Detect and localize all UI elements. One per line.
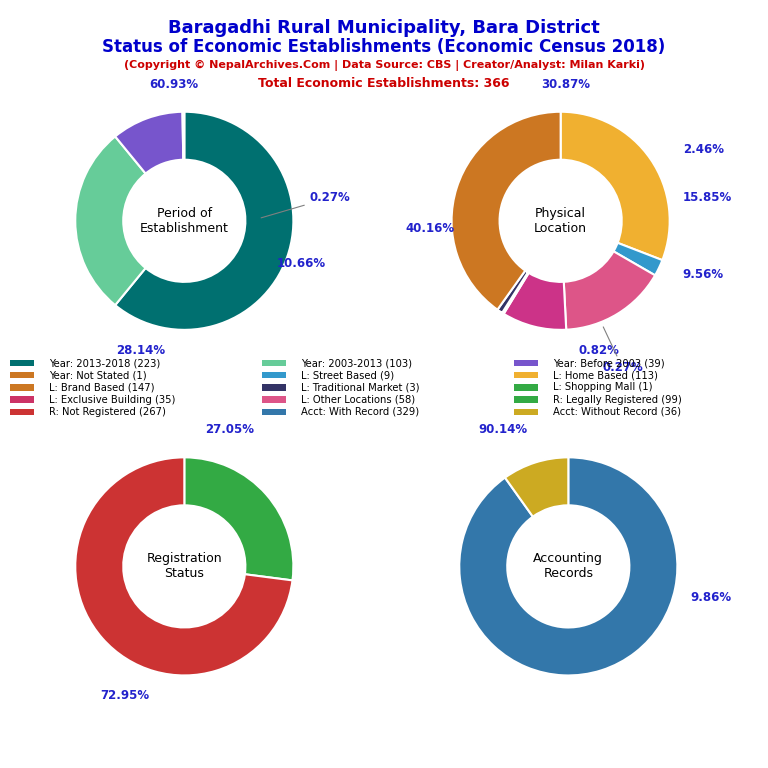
Text: Year: 2013-2018 (223): Year: 2013-2018 (223) [49,358,161,368]
Text: L: Exclusive Building (35): L: Exclusive Building (35) [49,395,175,405]
Text: Acct: With Record (329): Acct: With Record (329) [301,407,419,417]
Text: Total Economic Establishments: 366: Total Economic Establishments: 366 [258,77,510,90]
Bar [263,384,286,391]
Bar [263,409,286,415]
Bar [10,384,34,391]
Bar [10,372,34,379]
Text: 0.27%: 0.27% [261,191,350,218]
Text: L: Shopping Mall (1): L: Shopping Mall (1) [553,382,653,392]
Bar [515,372,538,379]
Text: 9.56%: 9.56% [683,267,724,280]
Wedge shape [184,458,293,581]
Bar [10,409,34,415]
Text: L: Home Based (113): L: Home Based (113) [553,370,658,380]
Bar [515,384,538,391]
Text: 2.46%: 2.46% [683,143,723,156]
Text: 60.93%: 60.93% [149,78,198,91]
Text: 28.14%: 28.14% [116,344,165,357]
Text: Registration
Status: Registration Status [147,552,222,581]
Wedge shape [502,273,528,314]
Wedge shape [75,458,293,675]
Wedge shape [561,111,670,260]
Bar [515,409,538,415]
Bar [263,396,286,402]
Wedge shape [452,111,561,310]
Text: 10.66%: 10.66% [277,257,326,270]
Wedge shape [75,137,146,305]
Wedge shape [115,112,184,174]
Text: Baragadhi Rural Municipality, Bara District: Baragadhi Rural Municipality, Bara Distr… [168,19,600,37]
Text: L: Brand Based (147): L: Brand Based (147) [49,382,154,392]
Bar [10,396,34,402]
Text: 40.16%: 40.16% [406,222,455,235]
Wedge shape [505,458,568,517]
Text: Physical
Location: Physical Location [534,207,588,235]
Bar [515,360,538,366]
Text: 15.85%: 15.85% [683,191,732,204]
Wedge shape [459,458,677,675]
Text: 0.27%: 0.27% [602,327,643,374]
Text: L: Other Locations (58): L: Other Locations (58) [301,395,415,405]
Text: 30.87%: 30.87% [541,78,591,91]
Text: Acct: Without Record (36): Acct: Without Record (36) [553,407,681,417]
Wedge shape [183,111,184,160]
Text: L: Street Based (9): L: Street Based (9) [301,370,394,380]
Text: Period of
Establishment: Period of Establishment [140,207,229,235]
Bar [263,360,286,366]
Wedge shape [498,270,528,313]
Text: Year: 2003-2013 (103): Year: 2003-2013 (103) [301,358,412,368]
Text: Year: Before 2003 (39): Year: Before 2003 (39) [553,358,665,368]
Wedge shape [504,273,566,329]
Text: Status of Economic Establishments (Economic Census 2018): Status of Economic Establishments (Econo… [102,38,666,56]
Text: Year: Not Stated (1): Year: Not Stated (1) [49,370,147,380]
Wedge shape [115,111,293,329]
Text: 9.86%: 9.86% [690,591,732,604]
Bar [10,360,34,366]
Bar [263,372,286,379]
Text: (Copyright © NepalArchives.Com | Data Source: CBS | Creator/Analyst: Milan Karki: (Copyright © NepalArchives.Com | Data So… [124,60,644,71]
Wedge shape [564,251,655,329]
Text: Accounting
Records: Accounting Records [534,552,603,581]
Text: 72.95%: 72.95% [100,690,149,703]
Text: 90.14%: 90.14% [478,423,528,436]
Bar [515,396,538,402]
Text: 0.82%: 0.82% [578,344,619,357]
Wedge shape [614,243,662,275]
Text: R: Not Registered (267): R: Not Registered (267) [49,407,166,417]
Text: R: Legally Registered (99): R: Legally Registered (99) [553,395,682,405]
Text: L: Traditional Market (3): L: Traditional Market (3) [301,382,419,392]
Text: 27.05%: 27.05% [206,423,255,436]
